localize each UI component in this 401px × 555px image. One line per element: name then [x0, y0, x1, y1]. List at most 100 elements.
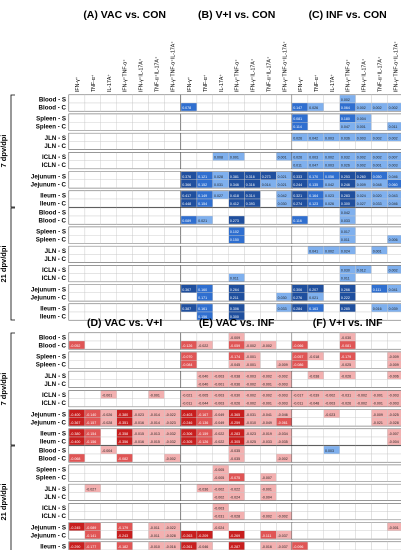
heatmap-cell: [132, 133, 149, 142]
cell-value-label: -0.028: [102, 421, 112, 425]
heatmap-cell: [196, 360, 213, 369]
heatmap-cell: [212, 94, 229, 104]
heatmap-cell: [355, 445, 372, 455]
cell-value-label: 0.222: [341, 296, 350, 300]
heatmap-cell: [132, 303, 149, 313]
heatmap-cell: [323, 284, 340, 293]
cell-value-label: 0.078: [182, 106, 191, 110]
heatmap-cell: [148, 171, 165, 181]
heatmap-cell: [260, 121, 277, 131]
heatmap-cell: [100, 198, 117, 208]
heatmap-cell: [164, 292, 181, 301]
row-label-top-7: Spleen - C: [36, 124, 67, 131]
heatmap-cell: [276, 311, 293, 321]
heatmap-cell: [307, 234, 324, 244]
heatmap-cell: [244, 121, 261, 131]
heatmap-cell: [116, 484, 133, 493]
heatmap-cell: [323, 254, 340, 263]
heatmap-cell: [132, 371, 149, 380]
heatmap-cell: [387, 198, 401, 208]
heatmap-cell: [307, 340, 324, 350]
cell-value-label: 0.041: [309, 249, 318, 253]
heatmap-cell: [323, 207, 340, 217]
heatmap-cell: [355, 492, 372, 501]
heatmap-cell: [212, 215, 229, 225]
heatmap-cell: [260, 226, 277, 236]
heatmap-cell: [116, 332, 133, 342]
column-label: TNF-α⁺IL-17A⁺: [377, 56, 383, 92]
cell-value-label: -0.025: [389, 413, 399, 417]
heatmap-cell: [323, 417, 340, 426]
heatmap-cell: [307, 113, 324, 123]
cell-value-label: -0.010: [246, 421, 256, 425]
cell-value-label: -0.037: [278, 534, 288, 538]
cell-value-label: 0.002: [373, 106, 382, 110]
heatmap-cell: [196, 226, 213, 236]
heatmap-block-top-21: [68, 207, 181, 321]
heatmap-cell: [244, 254, 261, 263]
heatmap-cell: [132, 102, 149, 112]
heatmap-cell: [371, 445, 388, 455]
cell-value-label: -0.015: [150, 440, 160, 444]
heatmap-cell: [371, 428, 388, 438]
heatmap-cell: [228, 121, 245, 131]
heatmap-cell: [164, 511, 181, 520]
heatmap-cell: [212, 246, 229, 255]
heatmap-cell: [260, 102, 277, 112]
heatmap-cell: [100, 141, 117, 150]
heatmap-cell: [228, 207, 245, 217]
heatmap-cell: [164, 371, 181, 380]
heatmap-cell: [180, 94, 198, 104]
heatmap-cell: [164, 360, 181, 369]
heatmap-cell: [116, 133, 133, 142]
cell-value-label: -0.016: [262, 545, 272, 549]
cell-value-label: -0.003: [214, 394, 224, 398]
heatmap-cell: [164, 311, 181, 321]
heatmap-cell: [355, 215, 372, 225]
cell-value-label: -0.003: [389, 394, 399, 398]
heatmap-cell: [84, 226, 102, 236]
heatmap-cell: [196, 141, 213, 150]
heatmap-cell: [228, 522, 245, 531]
heatmap-cell: [164, 332, 181, 342]
cell-value-label: 0.002: [389, 269, 398, 273]
cell-value-label: -0.007: [389, 432, 399, 436]
cell-value-label: -0.026: [102, 413, 112, 417]
row-label-top-21: Blood - S: [39, 210, 66, 217]
heatmap-cell: [260, 332, 277, 342]
heatmap-cell: [244, 152, 261, 161]
heatmap-cell: [164, 453, 181, 463]
heatmap-cell: [291, 371, 309, 380]
heatmap-cell: [132, 234, 149, 244]
heatmap-cell: [68, 198, 86, 208]
heatmap-cell: [371, 492, 388, 501]
cell-value-label: -0.002: [214, 495, 224, 499]
cell-value-label: -0.038: [309, 374, 319, 378]
heatmap-cell: [164, 152, 181, 161]
heatmap-cell: [164, 102, 181, 112]
cell-value-label: 0.154: [198, 202, 207, 206]
heatmap-cell: [180, 234, 198, 244]
heatmap-cell: [68, 152, 86, 161]
cell-value-label: -0.046: [278, 413, 288, 417]
cell-value-label: 0.276: [293, 296, 302, 300]
cell-value-label: -0.066: [293, 344, 303, 348]
cell-value-label: -0.030: [230, 394, 240, 398]
heatmap-cell: [196, 160, 213, 169]
heatmap-cell: [355, 226, 372, 236]
cell-value-label: -0.011: [150, 534, 160, 538]
cell-value-label: 0.030: [341, 269, 350, 273]
heatmap-cell: [164, 171, 181, 181]
cell-value-label: -0.002: [325, 394, 335, 398]
heatmap-cell: [387, 332, 401, 342]
heatmap-cell: [323, 102, 340, 112]
cell-value-label: -0.001: [246, 363, 256, 367]
cell-value-label: -0.365: [230, 413, 240, 417]
heatmap-cell: [164, 340, 181, 350]
heatmap-cell: [212, 113, 229, 123]
cell-value-label: 0.260: [357, 175, 366, 179]
cell-value-label: -0.052: [70, 344, 80, 348]
cell-value-label: 0.002: [389, 106, 398, 110]
heatmap-cell: [68, 265, 86, 274]
heatmap-cell: [291, 530, 309, 539]
